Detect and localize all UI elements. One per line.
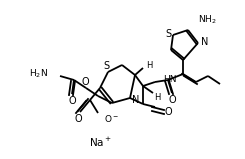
Text: O: O: [168, 95, 176, 105]
Text: S: S: [103, 61, 109, 71]
Text: NH$_2$: NH$_2$: [198, 14, 217, 26]
Text: N: N: [132, 95, 140, 105]
Text: O: O: [74, 114, 82, 124]
Text: HN: HN: [163, 75, 176, 83]
Text: S: S: [165, 29, 171, 39]
Text: O: O: [68, 96, 76, 106]
Text: H: H: [146, 61, 152, 69]
Text: H$_2$N: H$_2$N: [29, 68, 48, 80]
Text: O: O: [164, 107, 172, 117]
Text: O: O: [81, 77, 89, 87]
Text: H: H: [154, 93, 160, 103]
Text: Na$^+$: Na$^+$: [88, 135, 111, 149]
Text: N: N: [201, 37, 209, 47]
Text: O$^-$: O$^-$: [104, 113, 119, 124]
